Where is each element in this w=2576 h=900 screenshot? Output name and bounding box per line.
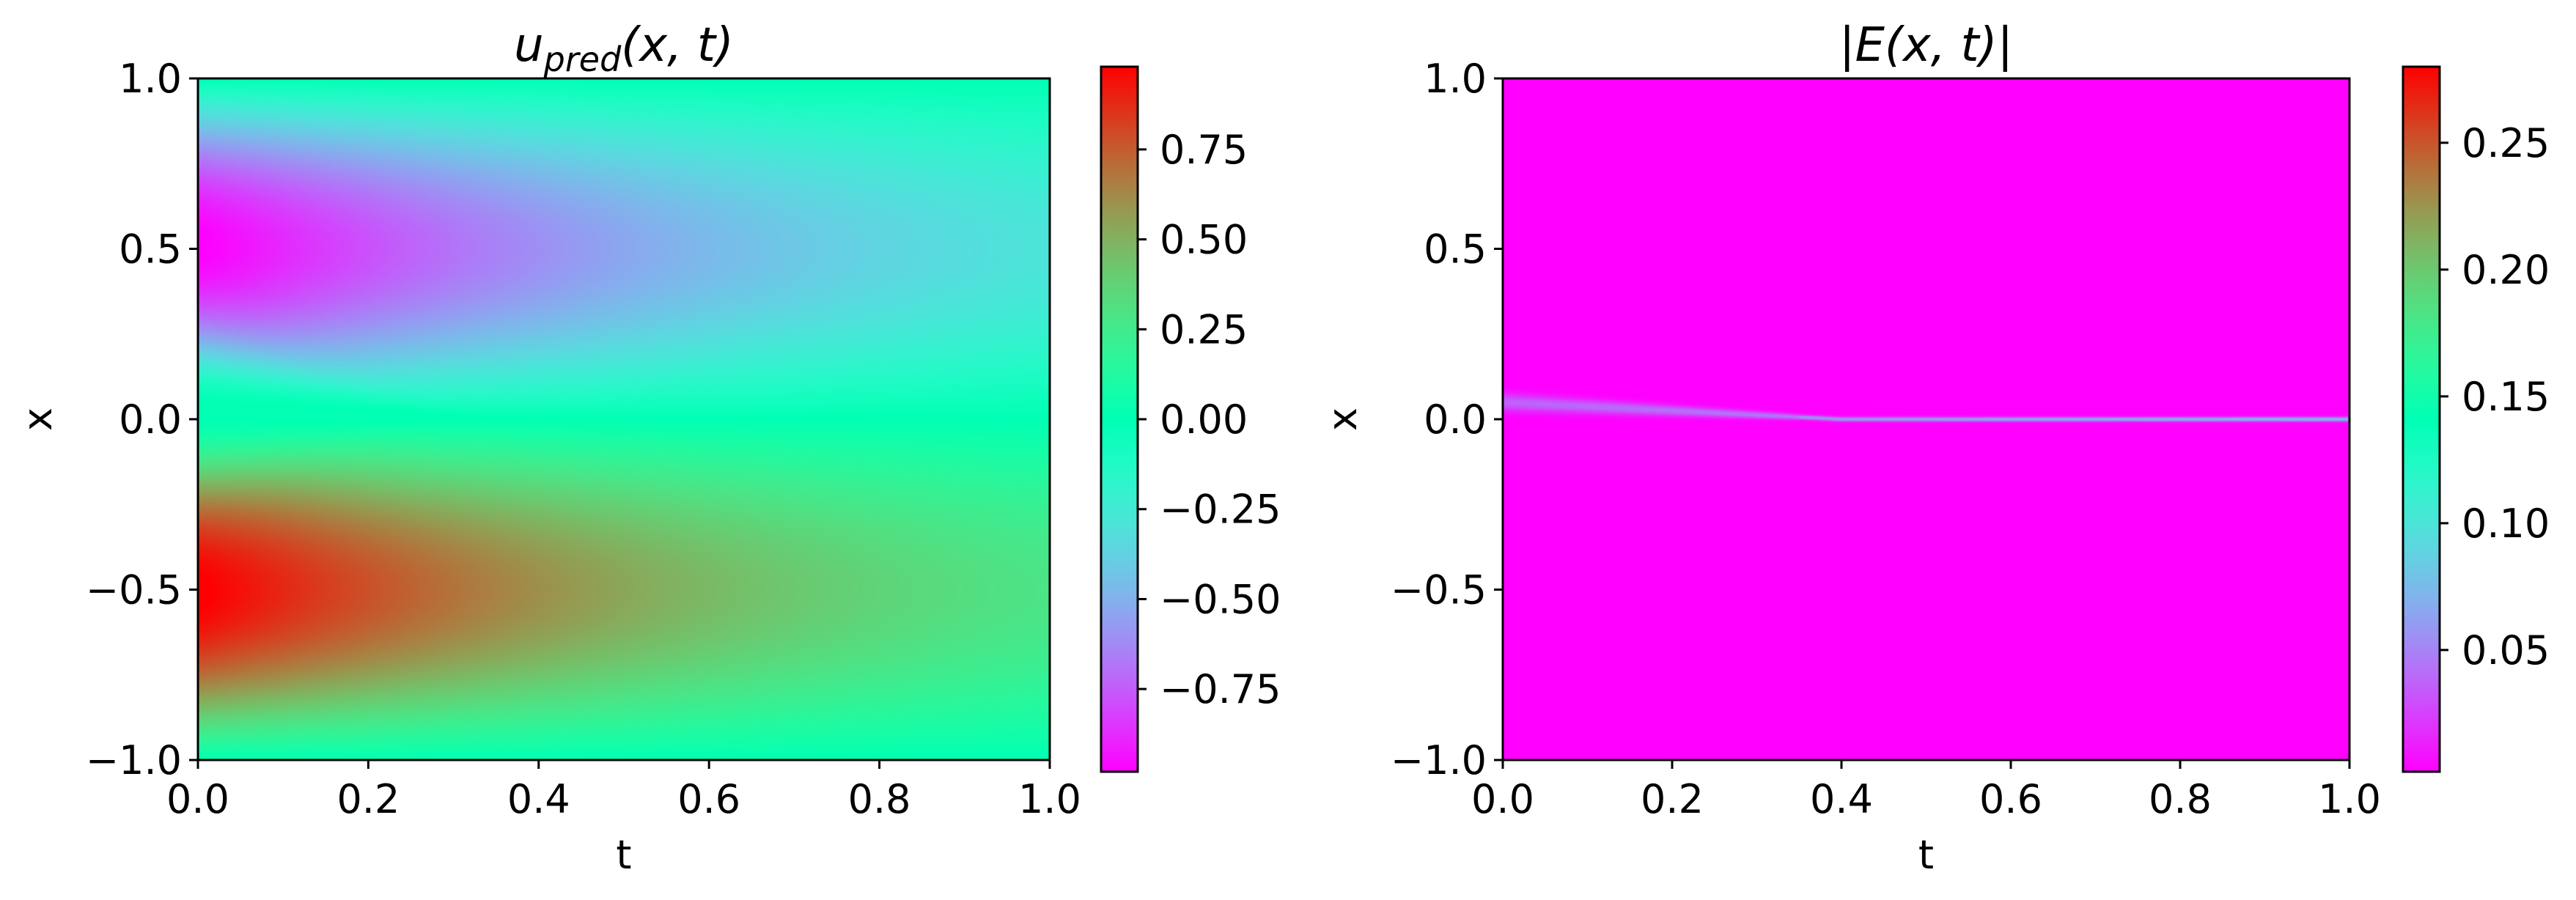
colorbar-tick-label: 0.00 bbox=[1160, 396, 1248, 443]
x-tick-label: 1.0 bbox=[1018, 776, 1081, 822]
colorbar-tick-label: 0.50 bbox=[1160, 217, 1248, 263]
y-axis-label: x bbox=[1320, 407, 1366, 431]
y-tick-label: −0.5 bbox=[86, 567, 182, 613]
x-axis-label: t bbox=[1918, 832, 1934, 878]
x-tick-label: 0.2 bbox=[336, 776, 400, 822]
heatmap-image bbox=[1503, 78, 2349, 760]
colorbar-tick-label: 0.05 bbox=[2462, 627, 2550, 674]
colorbar-tick-label: −0.75 bbox=[1160, 666, 1281, 712]
y-tick-label: 0.5 bbox=[1424, 226, 1487, 273]
colorbar-tick-label: 0.25 bbox=[2462, 120, 2550, 166]
y-tick-label: −0.5 bbox=[1391, 567, 1487, 613]
colorbar-tick-label: −0.25 bbox=[1160, 487, 1281, 533]
x-tick-label: 0.8 bbox=[2149, 776, 2212, 822]
y-tick-label: −1.0 bbox=[1391, 737, 1487, 783]
colorbar-tick-label: 0.10 bbox=[2462, 501, 2550, 547]
colorbar-frame bbox=[2402, 65, 2441, 773]
colorbar bbox=[1101, 67, 1138, 772]
y-tick-label: 1.0 bbox=[119, 56, 182, 102]
x-axis-label: t bbox=[616, 832, 631, 878]
x-tick-label: 0.6 bbox=[677, 776, 740, 822]
y-tick-label: 1.0 bbox=[1424, 56, 1487, 102]
chart-title: |E(x, t)| bbox=[1839, 18, 2013, 73]
colorbar-tick-label: −0.50 bbox=[1160, 576, 1281, 622]
chart-panel-1: 0.0 0.2 0.4 0.6 0.8 1.0 1.0 0.5 0.0 −0.5 −1.0 t x upr… bbox=[15, 18, 1281, 878]
y-tick-label: 0.0 bbox=[1424, 396, 1487, 443]
x-tick-label: 0.0 bbox=[1471, 776, 1534, 822]
colorbar-tick-label: 0.15 bbox=[2462, 374, 2550, 420]
title-args: (x, t) bbox=[621, 18, 734, 73]
x-tick-label: 1.0 bbox=[2318, 776, 2381, 822]
x-tick-label: 0.4 bbox=[1810, 776, 1873, 822]
x-tick-label: 0.6 bbox=[1979, 776, 2042, 822]
title-subscript: pred bbox=[543, 40, 622, 79]
colorbar-tick-label: 0.75 bbox=[1160, 127, 1248, 173]
title-main: u bbox=[514, 18, 544, 73]
y-axis-label: x bbox=[15, 407, 61, 431]
heatmap-image bbox=[198, 78, 1050, 760]
colorbar-tick-label: 0.20 bbox=[2462, 247, 2550, 293]
y-tick-label: −1.0 bbox=[86, 737, 182, 783]
x-tick-label: 0.8 bbox=[848, 776, 911, 822]
colorbar-tick-label: 0.25 bbox=[1160, 306, 1248, 353]
x-tick-label: 0.0 bbox=[166, 776, 229, 822]
chart-panel-2: 0.0 0.2 0.4 0.6 0.8 1.0 1.0 0.5 0.0 −0.5 −1.0 t x |E(… bbox=[1320, 18, 2550, 878]
y-tick-label: 0.5 bbox=[119, 226, 182, 273]
y-tick-label: 0.0 bbox=[119, 396, 182, 443]
colorbar bbox=[2403, 67, 2440, 772]
x-tick-label: 0.4 bbox=[507, 776, 570, 822]
x-tick-label: 0.2 bbox=[1641, 776, 1704, 822]
chart-title: upred(x, t) bbox=[514, 18, 734, 79]
